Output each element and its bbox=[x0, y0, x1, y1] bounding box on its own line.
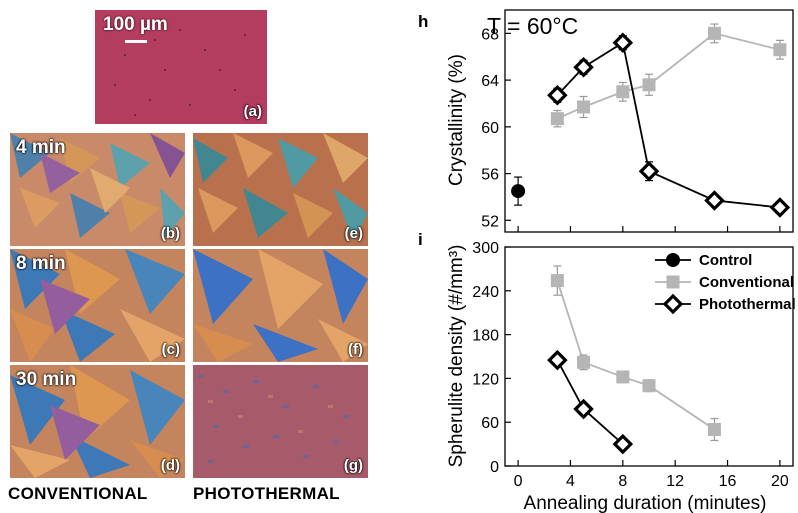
data-point-conventional bbox=[773, 43, 787, 57]
panel-letter-h: h bbox=[418, 12, 428, 31]
legend-marker-photothermal bbox=[662, 293, 684, 315]
y-tick-label-i: 240 bbox=[472, 284, 499, 301]
data-point-photothermal bbox=[704, 190, 725, 211]
panel-label-e: (e) bbox=[344, 225, 363, 242]
data-point-conventional bbox=[616, 85, 630, 99]
micrograph-c: 8 min (c) bbox=[10, 249, 185, 362]
micrograph-f: (f) bbox=[193, 249, 368, 362]
panel-label-g: (g) bbox=[343, 457, 363, 474]
panel-label-c: (c) bbox=[161, 341, 180, 358]
data-point-control bbox=[511, 184, 526, 199]
y-tick-label-h: 60 bbox=[481, 120, 499, 137]
micrograph-e-texture bbox=[193, 133, 368, 246]
micrograph-g-texture bbox=[193, 365, 368, 478]
data-point-photothermal bbox=[573, 56, 594, 78]
data-point-conventional bbox=[577, 355, 591, 369]
y-tick-label-h: 68 bbox=[481, 26, 499, 43]
data-point-conventional bbox=[707, 26, 721, 40]
panel-label-f: (f) bbox=[348, 341, 363, 358]
plot-crystallinity: 52 56 60 64 68 bbox=[481, 9, 794, 233]
data-point-conventional bbox=[577, 100, 591, 114]
charts-h-i: h i 52 56 60 64 68 0 60 120 180 240 300 0 4 8 12 16 20 C… bbox=[418, 9, 796, 513]
y-tick-label-i: 180 bbox=[472, 328, 499, 345]
x-axis-label: Annealing duration (minutes) bbox=[524, 493, 767, 513]
panel-label-a: (a) bbox=[243, 103, 262, 120]
legend-marker-conventional bbox=[666, 275, 680, 289]
micrograph-b-texture bbox=[10, 133, 185, 246]
time-label-30min: 30 min bbox=[16, 369, 77, 390]
y-tick-label-i: 300 bbox=[472, 240, 499, 257]
caption-conventional: CONVENTIONAL bbox=[8, 484, 148, 503]
scale-bar bbox=[125, 40, 147, 43]
scale-bar-label: 100 µm bbox=[103, 14, 168, 35]
x-tick-label: 8 bbox=[618, 473, 627, 490]
caption-photothermal: PHOTOTHERMAL bbox=[193, 484, 340, 503]
plot-frame-i bbox=[504, 246, 794, 467]
data-point-conventional bbox=[642, 379, 656, 393]
legend-label-control: Control bbox=[699, 252, 752, 269]
legend-marker-control bbox=[666, 253, 680, 267]
data-point-photothermal bbox=[573, 398, 594, 420]
panel-label-b: (b) bbox=[160, 225, 180, 242]
y-tick-label-h: 56 bbox=[481, 167, 499, 184]
data-point-conventional bbox=[642, 78, 656, 92]
micrograph-e: (e) bbox=[193, 133, 368, 246]
x-tick-label: 20 bbox=[771, 473, 789, 490]
y-tick-label-i: 120 bbox=[472, 371, 499, 388]
y-tick-label-h: 64 bbox=[481, 73, 499, 90]
micrograph-f-texture bbox=[193, 249, 368, 362]
temperature-annotation: T = 60°C bbox=[487, 13, 578, 39]
plot-spherulite-density: 0 60 120 180 240 300 0 4 8 12 16 20 Control Conventio… bbox=[472, 240, 795, 490]
y-axis-label-h: Crystallinity (%) bbox=[446, 54, 467, 186]
data-point-photothermal bbox=[769, 197, 791, 218]
data-point-photothermal bbox=[612, 433, 634, 455]
data-point-photothermal bbox=[547, 85, 568, 106]
y-tick-label-i: 60 bbox=[481, 415, 499, 432]
time-label-4min: 4 min bbox=[16, 137, 66, 158]
panel-label-d: (d) bbox=[160, 457, 180, 474]
data-point-photothermal bbox=[612, 32, 634, 53]
panel-letter-i: i bbox=[418, 230, 423, 249]
y-axis-label-i: Spherulite density (#/mm³) bbox=[446, 245, 467, 468]
micrograph-b: 4 min (b) bbox=[10, 133, 185, 246]
micrograph-a: 100 µm (a) bbox=[95, 10, 267, 124]
y-tick-label-i: 0 bbox=[490, 459, 499, 476]
x-tick-label: 4 bbox=[566, 473, 575, 490]
micrograph-g: (g) bbox=[193, 365, 368, 478]
data-point-conventional bbox=[707, 423, 721, 436]
data-point-conventional bbox=[550, 274, 564, 288]
x-tick-label: 0 bbox=[514, 473, 523, 490]
legend-label-photothermal: Photothermal bbox=[699, 296, 796, 313]
plot-frame-h bbox=[504, 9, 794, 233]
data-point-conventional bbox=[616, 370, 630, 384]
micrograph-d: 30 min (d) bbox=[10, 365, 185, 478]
micrograph-a-texture bbox=[95, 10, 267, 124]
micrograph-d-texture bbox=[10, 365, 185, 478]
data-point-photothermal bbox=[547, 349, 568, 371]
y-tick-label-h: 52 bbox=[481, 213, 499, 230]
x-tick-label: 12 bbox=[666, 473, 684, 490]
micrograph-c-texture bbox=[10, 249, 185, 362]
legend-label-conventional: Conventional bbox=[699, 274, 794, 291]
series-line-conventional bbox=[556, 32, 781, 120]
data-point-photothermal bbox=[638, 160, 660, 182]
time-label-8min: 8 min bbox=[16, 253, 66, 274]
x-tick-label: 16 bbox=[719, 473, 737, 490]
data-point-conventional bbox=[550, 112, 564, 126]
